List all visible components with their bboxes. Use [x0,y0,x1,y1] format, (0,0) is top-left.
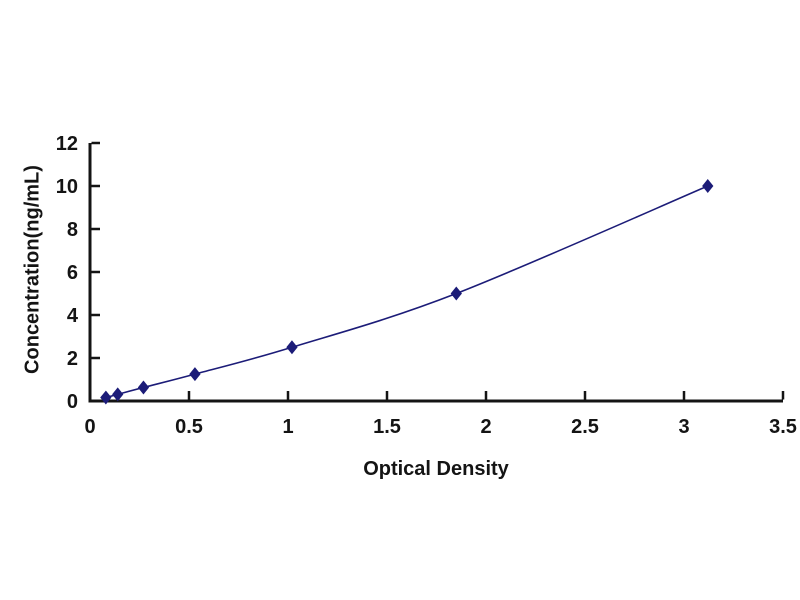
axis-lines [88,143,783,403]
data-point-diamond [286,340,298,355]
x-axis-title: Optical Density [363,458,509,480]
x-tick-label: 0.5 [175,416,203,438]
y-tick-label: 6 [67,262,78,284]
y-tick-label: 8 [67,219,78,241]
data-point-diamond [112,387,124,402]
data-point-diamond [702,179,714,193]
data-point-diamond [189,367,201,382]
data-point-diamond [137,380,150,395]
y-tick-label: 2 [67,348,78,370]
y-tick-label: 10 [56,176,78,198]
x-tick-label: 3.5 [769,416,797,438]
data-point-diamond [450,286,462,301]
x-tick-label: 3 [678,416,689,438]
y-tick-label: 4 [67,305,79,327]
standard-curve-line [105,185,709,399]
data-point-diamond [100,390,112,405]
x-tick-label: 1 [282,416,293,438]
x-tick-label: 1.5 [373,416,401,438]
x-tick-label: 2 [480,416,491,438]
x-tick-label: 2.5 [571,416,599,438]
y-axis-title: Concentration(ng/mL) [21,165,44,374]
y-tick-label: 12 [56,133,78,155]
y-tick-label: 0 [67,391,78,413]
x-tick-label: 0 [84,416,95,438]
